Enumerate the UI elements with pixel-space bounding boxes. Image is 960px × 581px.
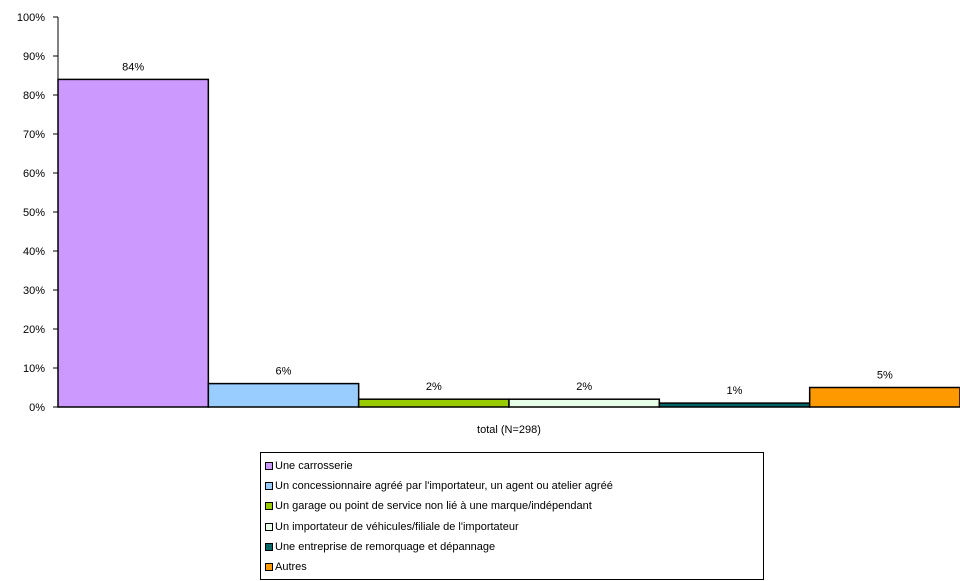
legend-swatch	[265, 522, 273, 531]
legend-label: Autres	[275, 561, 307, 573]
legend-label: Un concessionnaire agréé par l'importate…	[275, 480, 613, 493]
bar	[508, 398, 661, 408]
legend-swatch	[265, 563, 273, 571]
y-tick-label: 10%	[23, 363, 45, 375]
legend-label: Une carrosserie	[275, 460, 353, 472]
legend-swatch	[265, 482, 273, 491]
y-tick-label: 40%	[23, 246, 45, 258]
bar	[808, 386, 960, 408]
x-category-label: total (N=298)	[477, 424, 541, 436]
y-tick-label: 90%	[23, 51, 45, 63]
legend-label: Un importateur de véhicules/filiale de l…	[275, 520, 519, 533]
bar	[207, 382, 360, 408]
legend-swatch	[265, 502, 273, 511]
legend-item: Une carrosserie	[265, 458, 353, 474]
bar-value-label: 5%	[877, 370, 893, 382]
y-tick-label: 80%	[23, 90, 45, 102]
y-tick-label: 50%	[23, 207, 45, 219]
y-tick-label: 30%	[23, 285, 45, 297]
y-tick-label: 100%	[17, 12, 45, 24]
chart-plot-area: 0% 10% 20% 30% 40% 50% 60% 70% 80% 90% 100% 84% 6% 2…	[17, 12, 960, 436]
legend-item: Un importateur de véhicules/filiale de l…	[265, 519, 519, 535]
bar-value-label: 84%	[122, 61, 144, 73]
bar	[57, 78, 210, 408]
bar-value-label: 2%	[576, 381, 592, 393]
bar	[357, 398, 510, 408]
bar-value-label: 1%	[727, 385, 743, 397]
bar	[658, 402, 811, 408]
y-tick-label: 20%	[23, 324, 45, 336]
y-tick-label: 0%	[29, 402, 45, 414]
bar-value-label: 6%	[276, 366, 292, 378]
legend-item: Autres	[265, 559, 307, 575]
legend-item: Un garage ou point de service non lié à …	[265, 498, 592, 514]
legend-label: Un garage ou point de service non lié à …	[275, 500, 592, 513]
bar-value-label: 2%	[426, 381, 442, 393]
y-tick-label: 60%	[23, 168, 45, 180]
y-tick-label: 70%	[23, 129, 45, 141]
legend-swatch	[265, 542, 273, 551]
legend-swatch	[265, 462, 273, 470]
legend-item: Une entreprise de remorquage et dépannag…	[265, 539, 495, 555]
legend-item: Un concessionnaire agréé par l'importate…	[265, 478, 613, 494]
legend-label: Une entreprise de remorquage et dépannag…	[275, 540, 496, 553]
chart-legend: Une carrosserie Un concessionnaire agréé …	[260, 452, 764, 580]
